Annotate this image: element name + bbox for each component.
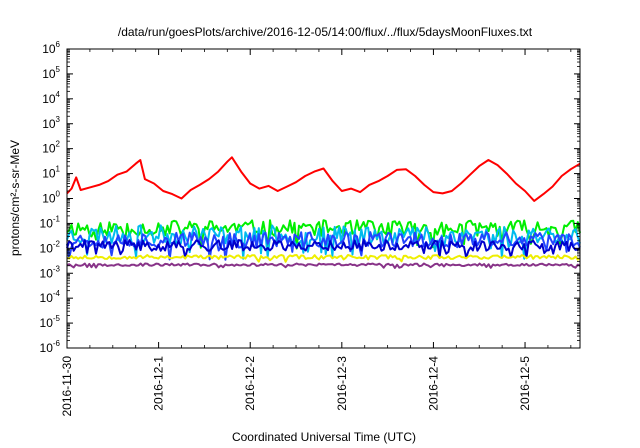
y-tick-label: 10-6 [40,339,61,355]
x-tick-label: 2016-12-4 [426,356,440,411]
x-tick-label: 2016-12-2 [243,356,257,411]
series-line [66,254,581,263]
y-tick-label: 10-5 [40,314,61,330]
y-tick-label: 102 [42,140,60,156]
y-tick-label: 10-2 [40,239,61,255]
plot-frame [66,48,581,349]
x-tick-label: 2016-12-3 [335,356,349,411]
y-tick-label: 100 [42,190,60,206]
x-tick-label: 2016-12-1 [152,356,166,411]
y-tick-label: 103 [42,115,60,131]
y-tick-label: 106 [42,40,60,56]
x-axis-label: Coordinated Universal Time (UTC) [232,430,416,444]
y-tick-label: 10-3 [40,264,61,280]
x-axis: 2016-11-30 2016-12-1 2016-12-2 2016-12-3 201… [60,49,572,417]
y-tick-label: 10-4 [40,289,61,305]
series-line [66,156,581,202]
y-axis-label: protons/cm²-s-sr-MeV [8,140,22,256]
y-tick-label: 101 [42,165,60,181]
x-tick-label: 2016-12-5 [518,356,532,411]
y-tick-label: 104 [42,90,60,106]
chart-title: /data/run/goesPlots/archive/2016-12-05/1… [118,25,533,39]
y-tick-label: 105 [42,65,60,81]
y-axis: 10-6 10-5 10-4 10-3 10-2 10-1 100 101 102 103 104 1… [40,40,580,355]
series-line [66,224,581,260]
plot-area [66,156,581,269]
series-line [66,262,581,269]
y-tick-label: 10-1 [40,214,61,230]
series-line [66,239,581,259]
x-tick-label: 2016-11-30 [60,356,74,417]
